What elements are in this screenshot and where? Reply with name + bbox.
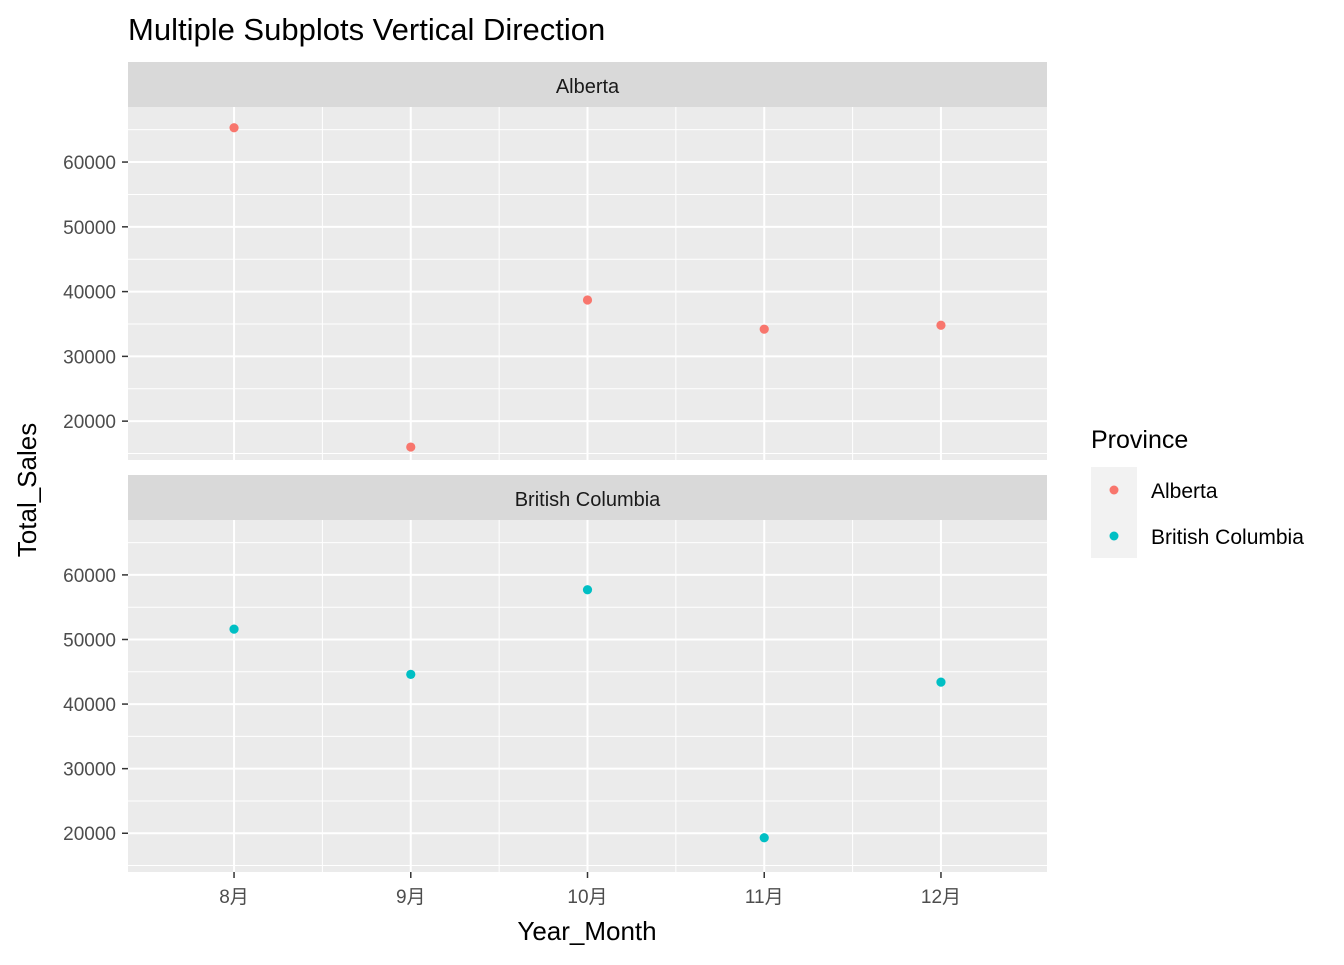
y-tick-label: 20000 (63, 412, 116, 433)
data-point-alberta-1 (229, 123, 239, 133)
legend: Province Alberta British Columbia (1091, 426, 1304, 558)
data-point-british-columbia-3 (582, 585, 593, 595)
x-tick-label: 9月 (396, 887, 426, 908)
data-point-alberta-3 (582, 295, 593, 305)
legend-label-british-columbia: British Columbia (1151, 526, 1304, 549)
legend-label-alberta: Alberta (1151, 480, 1218, 503)
data-point-british-columbia-5 (936, 677, 946, 687)
y-tick-label: 40000 (63, 283, 116, 304)
y-tick-label: 50000 (63, 630, 116, 651)
data-point-british-columbia-1 (229, 624, 239, 634)
strip-background (128, 475, 1047, 520)
data-point-alberta-4 (759, 324, 769, 334)
y-tick-label: 50000 (63, 218, 116, 239)
data-point-british-columbia-2 (406, 669, 416, 679)
y-tick-label: 60000 (63, 566, 116, 587)
x-axis-ticks: 8月 9月 10月 11月 12月 (219, 872, 961, 908)
legend-marker-british-columbia (1109, 531, 1119, 541)
x-tick-label: 11月 (745, 887, 784, 908)
data-point-alberta-2 (406, 442, 416, 452)
y-tick-label: 30000 (63, 760, 116, 781)
y-tick-label: 40000 (63, 695, 116, 716)
y-tick-label: 30000 (63, 347, 116, 368)
strip-background (128, 62, 1047, 107)
y-axis-title: Total_Sales (12, 423, 42, 557)
legend-title: Province (1091, 426, 1188, 454)
x-tick-label: 12月 (921, 887, 961, 908)
data-point-alberta-5 (936, 320, 946, 330)
chart-title: Multiple Subplots Vertical Direction (128, 12, 605, 47)
panel-alberta: Alberta 20000 30000 40000 50000 60000 (63, 62, 1047, 460)
legend-marker-alberta (1109, 485, 1119, 495)
y-tick-label: 60000 (63, 153, 116, 174)
panel-british-columbia: British Columbia 20000 30000 40000 50000 6000… (63, 475, 1047, 872)
x-tick-label: 8月 (219, 887, 249, 908)
data-point-british-columbia-4 (759, 833, 769, 843)
x-axis-title: Year_Month (517, 916, 656, 946)
x-tick-label: 10月 (567, 887, 607, 908)
y-tick-label: 20000 (63, 824, 116, 845)
strip-label: British Columbia (515, 489, 661, 511)
facet-panels: Alberta2000030000400005000060000British … (63, 62, 1047, 872)
strip-label: Alberta (556, 76, 620, 98)
